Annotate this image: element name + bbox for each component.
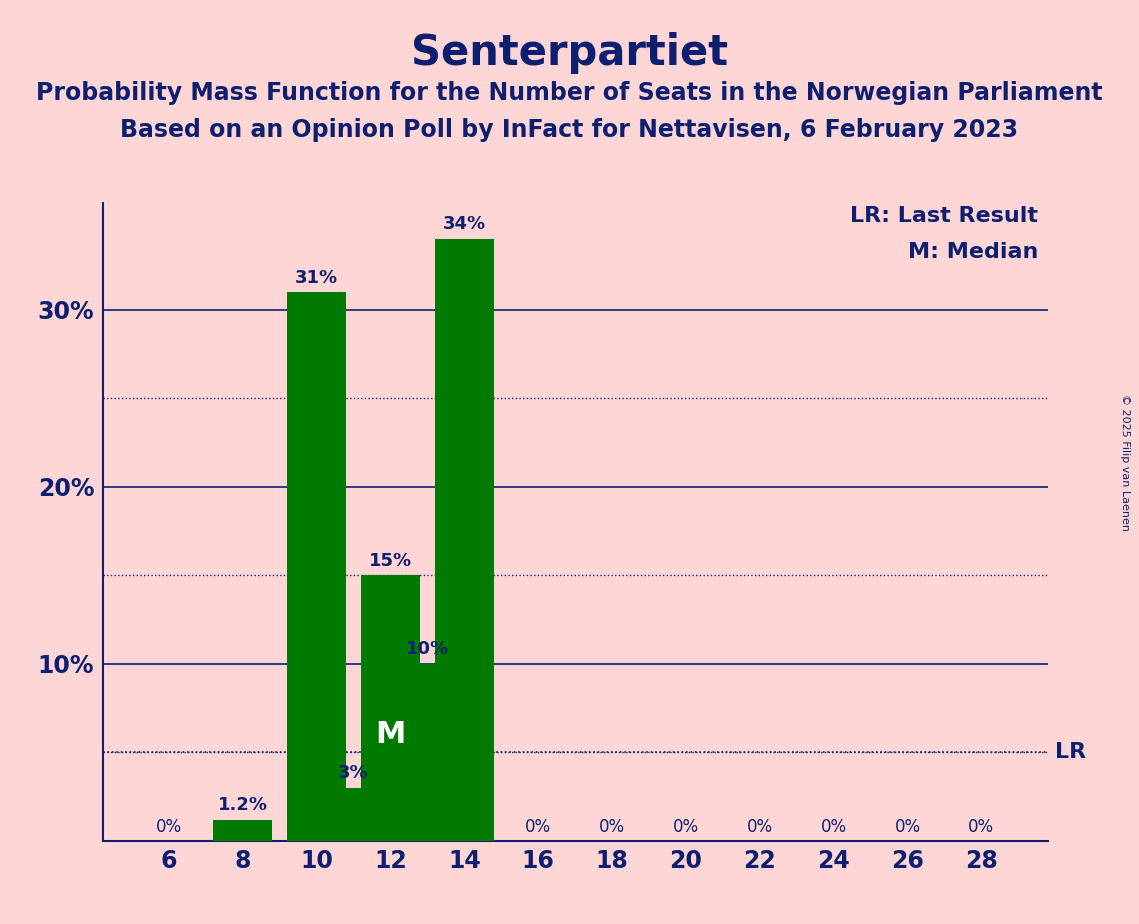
Text: 3%: 3%: [338, 764, 369, 783]
Text: LR: LR: [1055, 742, 1085, 762]
Text: 0%: 0%: [894, 819, 920, 836]
Bar: [398, 663, 457, 841]
Text: 0%: 0%: [673, 819, 699, 836]
Text: © 2025 Filip van Laenen: © 2025 Filip van Laenen: [1121, 394, 1130, 530]
Text: Probability Mass Function for the Number of Seats in the Norwegian Parliament: Probability Mass Function for the Number…: [36, 81, 1103, 105]
Text: 10%: 10%: [405, 640, 449, 659]
Text: 0%: 0%: [156, 819, 182, 836]
Text: 0%: 0%: [599, 819, 625, 836]
Text: Senterpartiet: Senterpartiet: [411, 32, 728, 74]
Bar: [287, 292, 346, 841]
Text: M: M: [376, 720, 405, 749]
Text: 0%: 0%: [747, 819, 773, 836]
Text: LR: Last Result: LR: Last Result: [851, 206, 1039, 226]
Text: 15%: 15%: [369, 552, 412, 570]
Text: Based on an Opinion Poll by InFact for Nettavisen, 6 February 2023: Based on an Opinion Poll by InFact for N…: [121, 118, 1018, 142]
Text: 31%: 31%: [295, 269, 338, 286]
Bar: [213, 820, 272, 841]
Text: 0%: 0%: [968, 819, 994, 836]
Bar: [325, 787, 383, 841]
Bar: [435, 238, 494, 841]
Text: 0%: 0%: [820, 819, 846, 836]
Text: 1.2%: 1.2%: [218, 796, 268, 814]
Text: 34%: 34%: [443, 215, 486, 234]
Text: 0%: 0%: [525, 819, 551, 836]
Bar: [361, 575, 420, 841]
Text: M: Median: M: Median: [908, 241, 1039, 261]
